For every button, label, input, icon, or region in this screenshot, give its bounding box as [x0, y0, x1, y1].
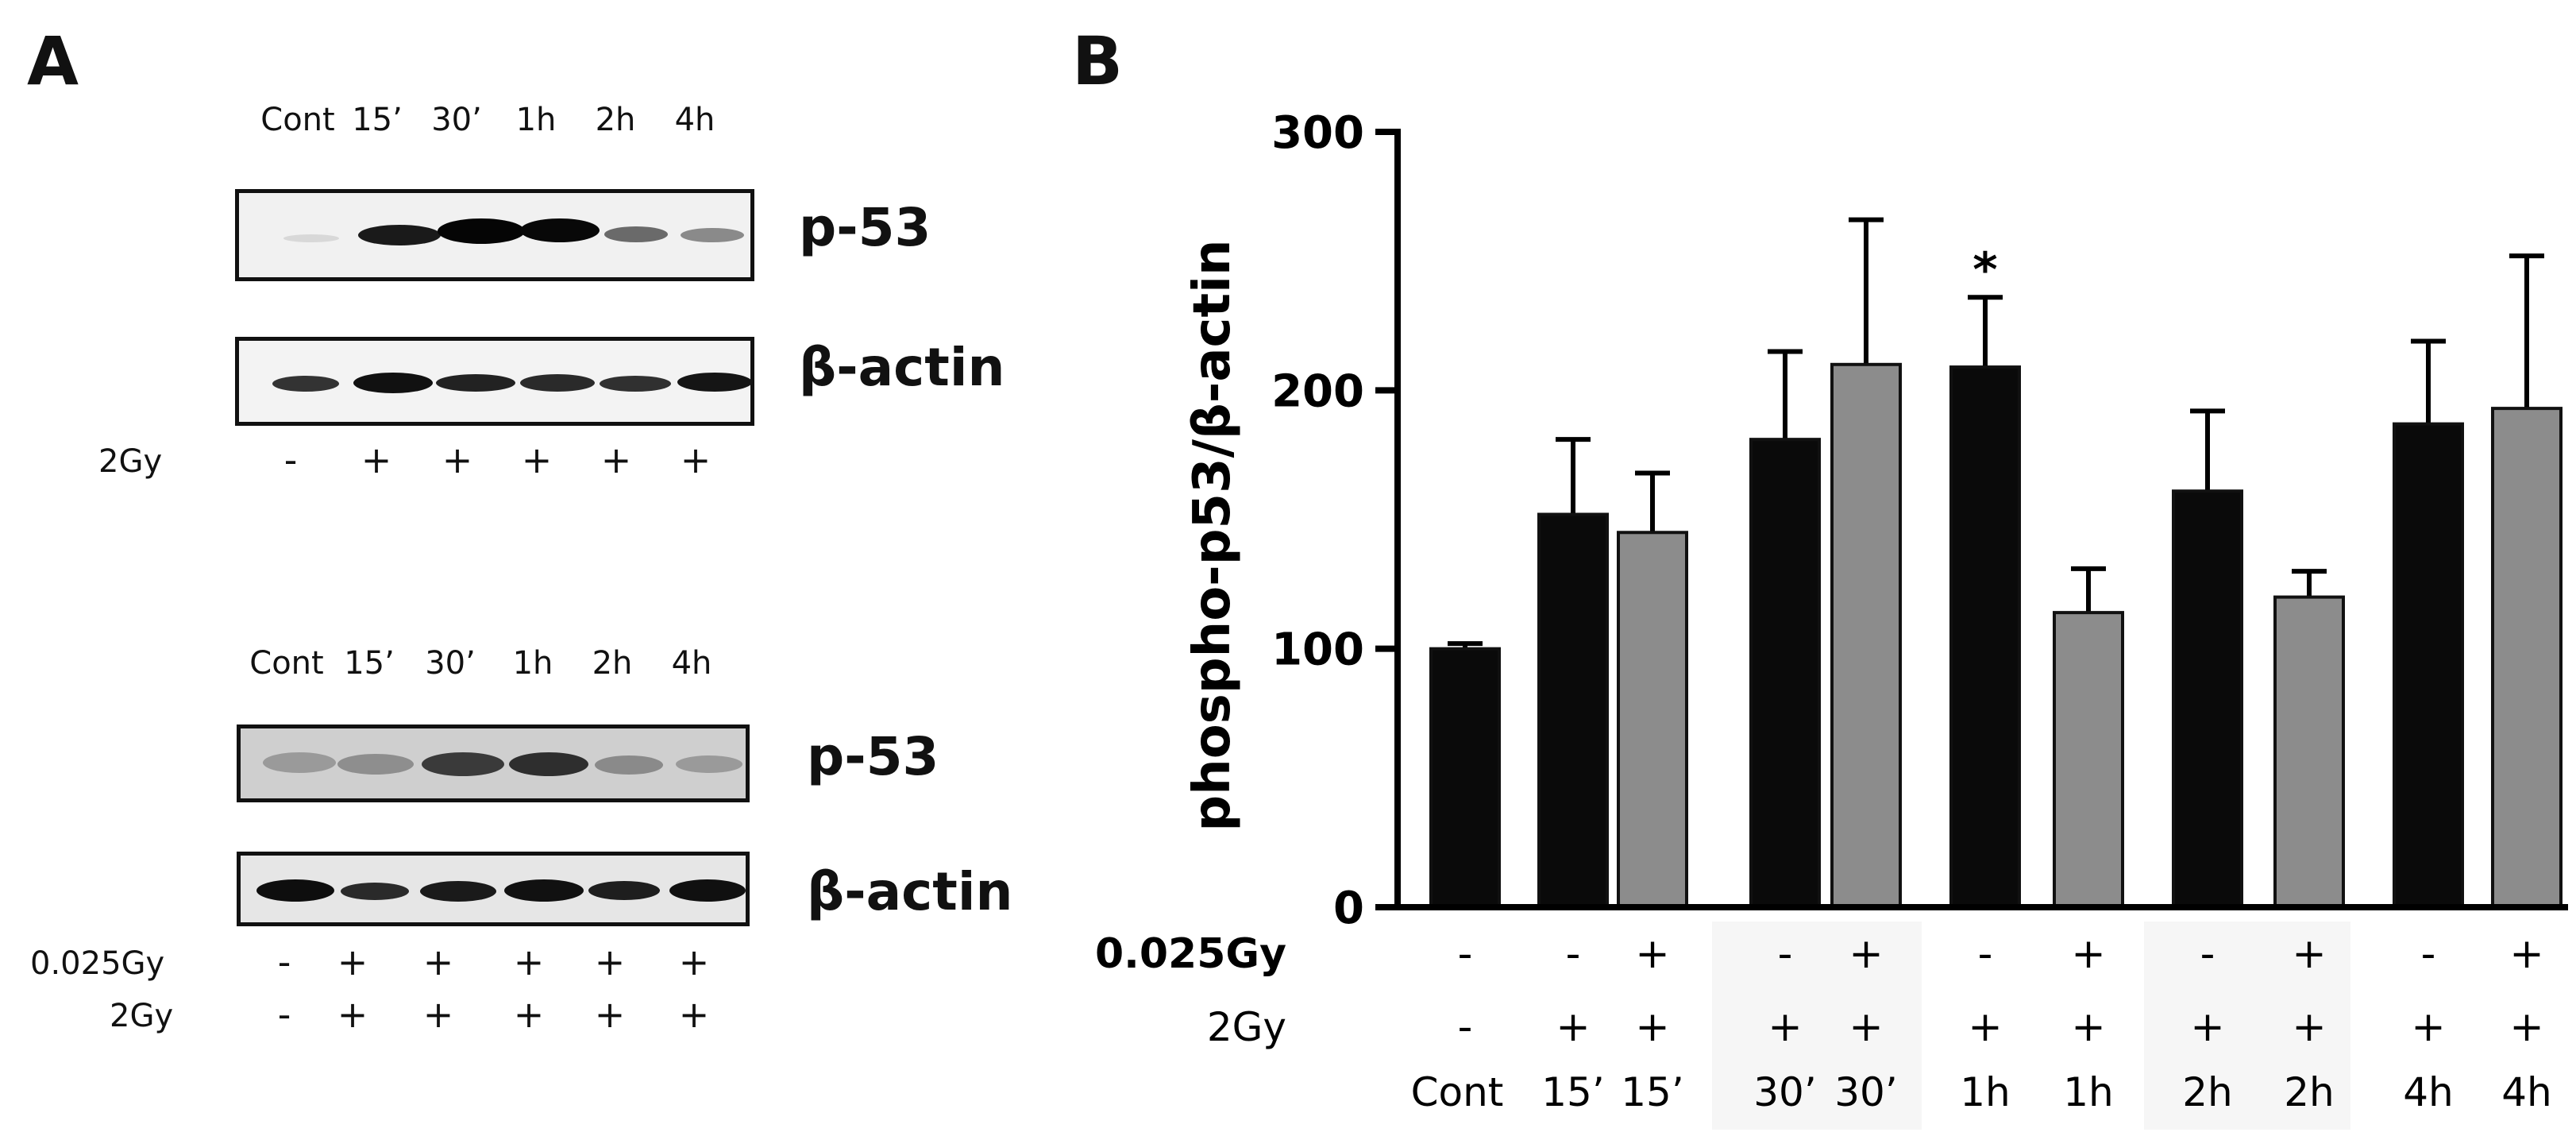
bar: [2172, 489, 2243, 909]
low-dose-sign: +: [1849, 930, 1884, 978]
y-tick-label: 0: [1333, 883, 1364, 934]
bar: [1429, 647, 1501, 910]
lane-label: 30’: [431, 102, 482, 138]
y-axis-label: phospho-p53/β-actin: [1183, 239, 1242, 831]
x-tick-label: 2h: [2182, 1069, 2233, 1115]
panel-b-letter: B: [1072, 22, 1124, 100]
lane-label: 15’: [352, 102, 403, 138]
lane-label: 1h: [515, 102, 557, 138]
bar: [1749, 438, 1821, 909]
sign: +: [680, 439, 711, 481]
blot1-actin-image: [235, 337, 754, 426]
y-tick-label: 100: [1271, 624, 1364, 676]
x-tick-label: 15’: [1621, 1069, 1684, 1115]
high-dose-sign: -: [1458, 1003, 1473, 1051]
sign: +: [337, 941, 368, 983]
panel-a-letter: A: [27, 22, 79, 100]
lane-label: 30’: [425, 645, 476, 682]
bar: [1617, 531, 1688, 909]
sign: +: [513, 993, 545, 1036]
x-tick-label: 4h: [2501, 1069, 2552, 1115]
bar: [2053, 611, 2124, 909]
high-dose-sign: +: [2411, 1003, 2446, 1051]
bar: [2491, 407, 2563, 909]
low-dose-sign: -: [1778, 930, 1793, 978]
blot2-condition-2gy-label: 2Gy: [110, 998, 174, 1034]
bar: [1537, 512, 1609, 909]
lane-label: 4h: [674, 102, 715, 138]
sign: +: [594, 993, 626, 1036]
low-dose-sign: -: [2421, 930, 2436, 978]
group-shade: [2144, 922, 2350, 1130]
x-tick-label: Cont: [1411, 1069, 1504, 1115]
y-tick-label: 200: [1271, 365, 1364, 417]
sign: +: [422, 941, 454, 983]
x-tick-label: 15’: [1541, 1069, 1605, 1115]
sign: +: [513, 941, 545, 983]
blot2-actin-image: [237, 852, 750, 926]
high-dose-sign: +: [2509, 1003, 2544, 1051]
x-tick-label: 30’: [1834, 1069, 1898, 1115]
x-tick-label: 2h: [2284, 1069, 2335, 1115]
blot1-p53-image: [235, 189, 754, 281]
sign: +: [337, 993, 368, 1036]
low-dose-sign: -: [2200, 930, 2215, 978]
sign: -: [277, 941, 291, 983]
high-dose-sign: +: [1635, 1003, 1670, 1051]
sign: -: [283, 439, 298, 481]
low-dose-sign: -: [1566, 930, 1581, 978]
y-tick-label: 300: [1271, 107, 1364, 159]
high-dose-sign: +: [2292, 1003, 2327, 1051]
row-label-0025gy: 0.025Gy: [1095, 930, 1286, 978]
sign: -: [277, 993, 291, 1036]
bar: [2393, 422, 2464, 909]
sign: +: [594, 941, 626, 983]
low-dose-sign: +: [2292, 930, 2327, 978]
group-shade: [1712, 922, 1922, 1130]
low-dose-sign: +: [2509, 930, 2544, 978]
sign: +: [678, 993, 710, 1036]
sign: +: [361, 439, 392, 481]
blot1-actin-label: β-actin: [799, 337, 1005, 398]
low-dose-sign: -: [1458, 930, 1473, 978]
blot2-actin-label: β-actin: [807, 861, 1013, 922]
lane-label: 1h: [512, 645, 553, 682]
bar: [1949, 365, 2021, 909]
lane-label: 4h: [671, 645, 712, 682]
row-label-2gy: 2Gy: [1207, 1004, 1286, 1050]
bar: [2273, 595, 2345, 909]
high-dose-sign: +: [1768, 1003, 1803, 1051]
lane-label: Cont: [260, 102, 335, 138]
low-dose-sign: -: [1978, 930, 1993, 978]
blot1-p53-label: p-53: [799, 197, 931, 258]
significance-marker: *: [1972, 242, 1997, 298]
high-dose-sign: +: [1849, 1003, 1884, 1051]
blot2-p53-label: p-53: [807, 726, 939, 787]
x-tick-label: 4h: [2403, 1069, 2454, 1115]
sign: +: [521, 439, 553, 481]
blot2-condition-0025gy-label: 0.025Gy: [30, 945, 165, 982]
sign: +: [442, 439, 473, 481]
sign: +: [422, 993, 454, 1036]
x-tick-label: 30’: [1753, 1069, 1817, 1115]
lane-label: 2h: [595, 102, 636, 138]
x-tick-label: 1h: [1960, 1069, 2011, 1115]
high-dose-sign: +: [2190, 1003, 2225, 1051]
high-dose-sign: +: [2071, 1003, 2106, 1051]
high-dose-sign: +: [1556, 1003, 1591, 1051]
sign: +: [678, 941, 710, 983]
low-dose-sign: +: [1635, 930, 1670, 978]
low-dose-sign: +: [2071, 930, 2106, 978]
blot2-p53-image: [237, 724, 750, 802]
lane-label: 2h: [592, 645, 633, 682]
bar: [1830, 362, 1902, 909]
sign: +: [600, 439, 632, 481]
x-tick-label: 1h: [2063, 1069, 2114, 1115]
high-dose-sign: +: [1968, 1003, 2003, 1051]
blot1-condition-2gy-label: 2Gy: [98, 443, 163, 480]
lane-label: Cont: [249, 645, 324, 682]
lane-label: 15’: [344, 645, 395, 682]
